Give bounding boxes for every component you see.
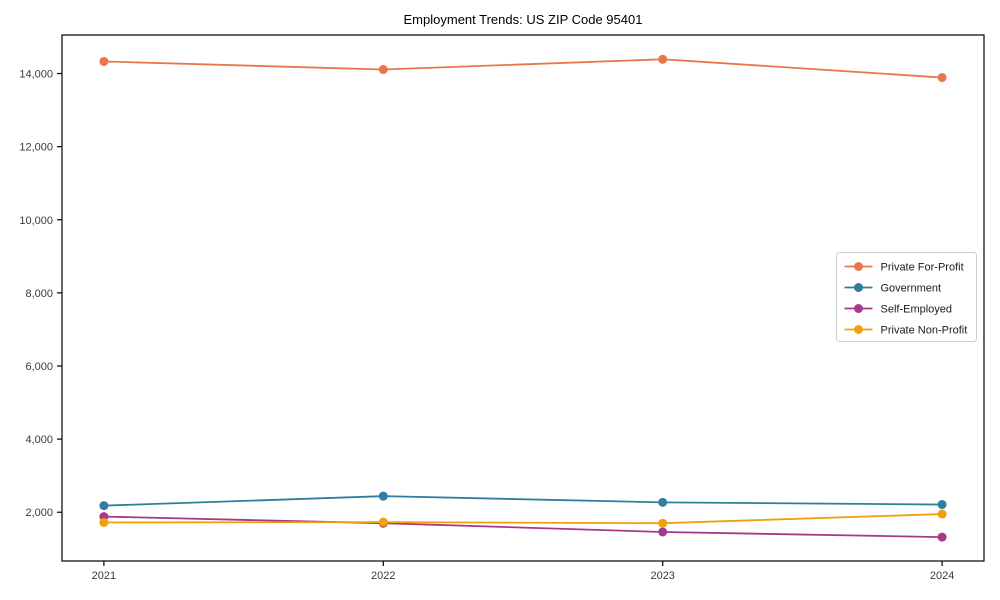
plot-border [61,34,985,562]
x-tick-label: 2024 [930,570,954,582]
marker-private-non-profit-2023 [658,518,668,528]
marker-private-for-profit-2023 [658,54,668,64]
marker-government-2023 [658,497,668,507]
legend-entry-private-non-profit: Private Non-Profit [844,325,968,337]
legend-entry-self-employed: Self-Employed [844,304,953,316]
legend-marker [854,283,863,292]
legend-entry-private-for-profit: Private For-Profit [844,262,964,274]
y-tick-label: 6,000 [25,361,53,373]
x-tick-label: 2021 [92,570,116,582]
marker-private-for-profit-2024 [937,73,947,83]
marker-self-employed-2023 [658,527,668,537]
marker-private-non-profit-2022 [378,517,388,527]
y-tick-label: 12,000 [19,142,53,154]
legend-label: Private For-Profit [881,262,964,274]
legend: Private For-Profit Government Self-Employe… [836,252,977,342]
marker-private-non-profit-2024 [937,509,947,519]
legend-marker [854,304,863,313]
marker-government-2024 [937,500,947,510]
marker-government-2021 [99,501,109,511]
series-line-private-non-profit [103,513,943,525]
marker-private-for-profit-2022 [378,65,388,75]
marker-private-non-profit-2021 [99,517,109,527]
y-tick-label: 8,000 [25,288,53,300]
y-tick-label: 14,000 [19,69,53,81]
series-line-private-for-profit [103,58,943,79]
legend-marker [854,325,863,334]
legend-marker [854,262,863,271]
series-line-self-employed [103,515,943,538]
chart-title: Employment Trends: US ZIP Code 95401 [404,12,643,27]
marker-private-for-profit-2021 [99,56,109,66]
axes-layer: 2,000 4,000 6,000 8,000 10,000 12,000 14,000 20… [19,34,985,582]
x-tick-label: 2022 [371,570,395,582]
y-tick-label: 10,000 [19,215,53,227]
series-layer [99,54,947,542]
y-tick-label: 2,000 [25,507,53,519]
legend-label: Self-Employed [881,304,953,316]
y-tick-label: 4,000 [25,434,53,446]
legend-box [836,252,977,342]
legend-label: Private Non-Profit [881,325,968,337]
x-tick-label: 2023 [650,570,674,582]
marker-government-2022 [378,491,388,501]
series-line-government [103,495,943,507]
legend-label: Government [881,283,942,295]
marker-self-employed-2024 [937,532,947,542]
legend-entry-government: Government [844,283,942,295]
